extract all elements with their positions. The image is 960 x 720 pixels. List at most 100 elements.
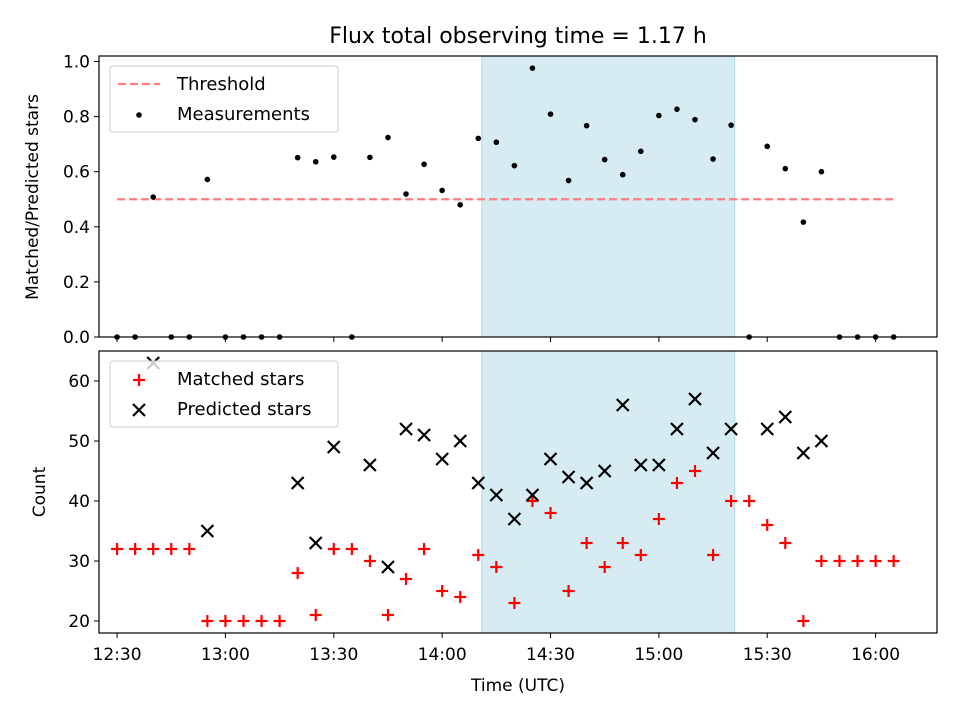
predicted-star-point [543, 452, 558, 466]
bottom-y-tick-label: 20 [68, 612, 90, 632]
predicted-star-point [706, 446, 720, 460]
predicted-star-point [652, 458, 666, 472]
matched-star-point [400, 573, 413, 585]
bottom-panel: 20 30 40 50 60 12:30 13:00 13:30 14:00 14:30 15:0… [30, 350, 938, 696]
bottom-y-axis-label: Count [30, 466, 50, 517]
measurement-point [385, 134, 391, 141]
matched-star-point [472, 549, 485, 561]
matched-star-point [454, 591, 467, 603]
matched-star-point [634, 549, 647, 561]
top-y-tick-label: 0.2 [63, 273, 90, 293]
matched-star-point [887, 555, 900, 567]
measurement-point [818, 168, 825, 175]
x-tick-label: 13:00 [201, 645, 250, 665]
predicted-star-point [724, 422, 738, 436]
predicted-star-point [327, 440, 341, 454]
legend-predicted-swatch [132, 403, 146, 417]
bottom-y-axis: 20 30 40 50 60 [68, 372, 99, 632]
matched-star-point [652, 513, 665, 525]
predicted-star-point [399, 422, 413, 436]
predicted-star-point [634, 458, 648, 472]
x-tick-label: 12:30 [93, 645, 142, 665]
chart-title: Flux total observing time = 1.17 h [329, 24, 707, 49]
predicted-star-point [778, 410, 793, 424]
matched-star-point [779, 537, 792, 549]
predicted-star-point [290, 476, 305, 490]
measurement-point [475, 135, 482, 142]
measurement-point [565, 177, 572, 184]
predicted-star-point [579, 476, 594, 490]
bottom-legend-swatches [132, 374, 146, 417]
matched-star-point [797, 615, 810, 627]
measurement-point [692, 116, 698, 123]
measurement-point [403, 191, 409, 197]
predicted-star-point [381, 560, 395, 574]
measurement-point [204, 176, 211, 183]
matched-star-point [436, 585, 449, 597]
top-panel-frame [98, 55, 938, 338]
legend-matched-swatch [133, 374, 145, 386]
top-y-tick-label: 0.6 [63, 163, 90, 183]
matched-star-point [616, 537, 629, 549]
measurement-point [294, 154, 301, 161]
bottom-y-tick-label: 60 [68, 372, 90, 392]
matched-star-point [201, 615, 214, 627]
x-axis-label: Time (UTC) [470, 676, 565, 696]
predicted-star-point [507, 512, 522, 526]
matched-star-point [833, 555, 846, 567]
bottom-x-axis: 12:30 13:00 13:30 14:00 14:30 15:00 15:30 16:00 [93, 633, 900, 665]
predicted-star-point [760, 422, 775, 436]
top-highlight-span [481, 55, 736, 338]
measurement-point [782, 165, 789, 172]
matched-star-point [237, 615, 250, 627]
measurement-point [312, 158, 319, 165]
matched-star-point [291, 567, 304, 579]
matched-star-point [707, 549, 720, 561]
top-x-ticks [116, 337, 877, 342]
measurement-point [529, 65, 536, 71]
matched-star-point [725, 495, 738, 507]
measurement-point [150, 194, 156, 200]
measurement-point [547, 111, 554, 117]
matched-star-point [743, 495, 756, 507]
matched-star-point [508, 597, 521, 609]
x-tick-label: 14:30 [526, 645, 575, 665]
predicted-star-point [561, 470, 576, 484]
matched-star-point [562, 585, 575, 597]
measurement-point [493, 139, 500, 146]
x-tick-label: 15:30 [743, 645, 792, 665]
measurement-point [710, 156, 716, 162]
matched-star-point [869, 555, 882, 567]
predicted-star-point [814, 434, 829, 448]
measurement-point [457, 201, 464, 208]
bottom-y-tick-label: 40 [68, 492, 90, 512]
matched-star-point [111, 543, 124, 555]
matched-star-point [165, 543, 178, 555]
measurement-point [619, 171, 626, 178]
top-legend: Threshold Measurements [109, 65, 339, 133]
top-y-tick-label: 0.4 [63, 218, 90, 238]
x-tick-label: 16:00 [851, 645, 900, 665]
matched-star-point [418, 543, 431, 555]
matched-star-point [688, 465, 701, 477]
matched-star-point [345, 543, 358, 555]
matched-star-point [670, 477, 683, 489]
predicted-star-point [363, 458, 377, 472]
bottom-legend: Matched stars Predicted stars [109, 360, 339, 428]
matched-star-point [815, 555, 828, 567]
matched-star-point [327, 543, 340, 555]
matched-star-point [255, 615, 268, 627]
measurement-point [728, 122, 734, 128]
top-y-tick-label: 0.8 [63, 108, 90, 128]
top-y-axis-label: Matched/Predicted stars [23, 94, 43, 300]
measurement-point [674, 106, 680, 112]
matched-star-point [363, 555, 376, 567]
predicted-star-point [435, 452, 449, 466]
x-tick-label: 14:00 [418, 645, 467, 665]
top-panel: 0.0 0.2 0.4 0.6 0.8 1.0 Matched/Predicted sta… [23, 53, 938, 348]
measurement-point [656, 112, 662, 119]
predicted-star-point [417, 428, 431, 442]
legend-measurements-swatch [136, 112, 142, 118]
predicted-star-point [471, 476, 486, 490]
matched-star-point [381, 609, 394, 621]
